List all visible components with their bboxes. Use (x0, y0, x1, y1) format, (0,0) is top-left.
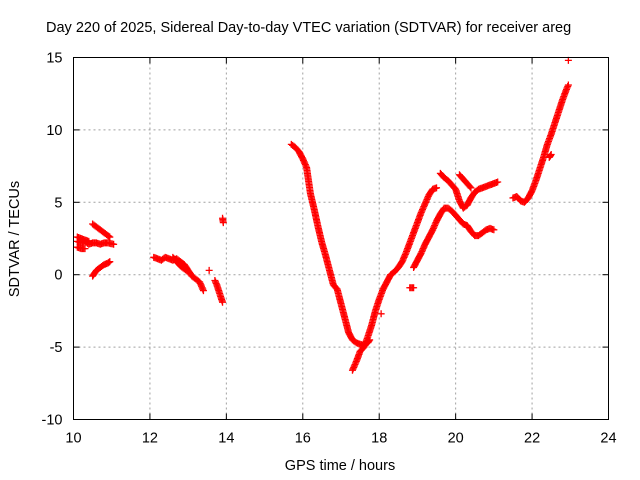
data-point (199, 287, 207, 295)
data-point (466, 183, 474, 191)
x-tick-label: 14 (218, 431, 234, 447)
data-point (494, 178, 502, 186)
x-tick-label: 16 (295, 431, 311, 447)
y-tick-label: -5 (50, 340, 63, 356)
data-point (410, 284, 418, 292)
data-point (105, 232, 113, 240)
y-tick-label: 10 (46, 123, 62, 139)
data-point (219, 298, 227, 306)
chart-title: Day 220 of 2025, Sidereal Day-to-day VTE… (46, 20, 571, 36)
data-point (467, 184, 475, 192)
x-tick-label: 24 (600, 431, 616, 447)
data-point (564, 81, 572, 89)
data-point (106, 258, 114, 266)
x-tick-label: 10 (65, 431, 81, 447)
data-point (564, 56, 572, 64)
data-point (106, 233, 114, 241)
data-point (183, 267, 191, 275)
x-tick-label: 12 (142, 431, 158, 447)
data-point (219, 219, 227, 227)
axis-ticks: 10 12 14 16 18 20 22 24 -10 -5 0 5 10 15 (42, 51, 617, 447)
data-point (205, 266, 213, 274)
x-tick-label: 20 (448, 431, 464, 447)
plot-frame (73, 57, 609, 420)
data-points (73, 56, 572, 374)
x-axis-label: GPS time / hours (285, 458, 395, 474)
y-tick-label: 15 (46, 51, 62, 67)
data-point (377, 310, 385, 318)
x-tick-label: 18 (371, 431, 387, 447)
data-point (490, 226, 498, 234)
data-point (547, 151, 555, 159)
data-point (433, 184, 441, 192)
y-tick-label: 5 (54, 195, 62, 211)
data-point (105, 258, 113, 266)
y-tick-label: -10 (42, 413, 63, 429)
y-axis-label: SDTVAR / TECUs (7, 181, 23, 297)
x-tick-label: 22 (524, 431, 540, 447)
data-point (81, 245, 89, 253)
grid-lines (73, 57, 609, 420)
data-point (85, 237, 93, 245)
y-tick-label: 0 (54, 268, 62, 284)
data-point (110, 240, 118, 248)
data-point (184, 268, 192, 276)
